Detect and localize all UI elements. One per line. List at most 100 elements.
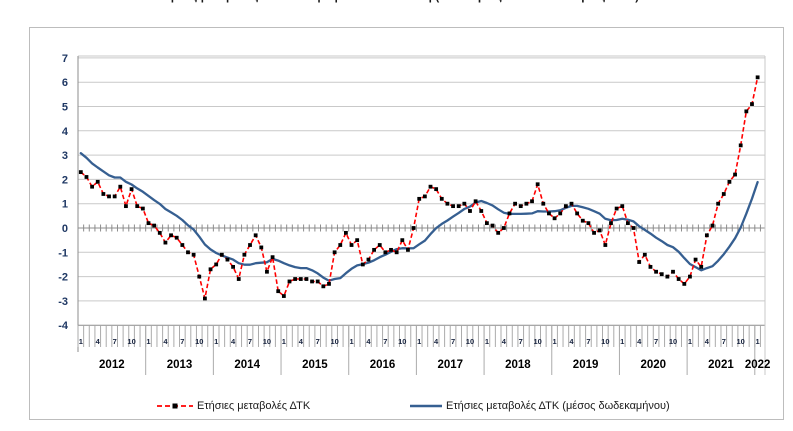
series-annual-marker (462, 201, 467, 206)
series-annual-marker (327, 281, 331, 286)
series-annual-marker (586, 221, 591, 226)
series-annual-marker (400, 238, 405, 243)
x-month-label: 4 (434, 337, 439, 346)
series-annual-marker (552, 216, 557, 221)
series-annual-marker (626, 221, 630, 226)
x-month-label: 4 (637, 337, 642, 346)
series-annual-marker (124, 204, 128, 209)
series-annual-marker (648, 264, 653, 269)
series-avg12-line (79, 152, 759, 282)
series-annual-marker (214, 262, 219, 267)
x-month-label: 1 (417, 337, 421, 346)
series-annual-marker (693, 257, 698, 262)
series-annual-marker (496, 230, 501, 235)
series-annual-marker (417, 196, 422, 201)
series-annual-marker (332, 250, 337, 255)
series-annual-marker (434, 187, 439, 192)
series-annual-marker (146, 221, 151, 226)
series-annual-marker (716, 201, 721, 206)
x-month-label: 10 (533, 337, 541, 346)
series-annual-marker (501, 226, 506, 230)
x-month-label: 10 (330, 337, 338, 346)
y-tick-label: -2 (58, 272, 68, 284)
series-annual-marker (507, 211, 512, 216)
series-annual-marker (456, 204, 461, 209)
series-annual-marker (344, 230, 348, 235)
series-annual-marker (107, 194, 111, 199)
y-tick-label: -3 (58, 296, 68, 308)
series-annual-marker (631, 226, 636, 230)
x-year-label: 2015 (302, 359, 328, 371)
y-tick-label: 4 (62, 126, 69, 138)
x-year-label: 2018 (505, 359, 531, 371)
x-month-label: 7 (586, 337, 590, 346)
legend-swatch-solid-blue (410, 404, 442, 408)
series-annual-marker (129, 187, 134, 192)
series-annual-marker (609, 221, 613, 226)
series-annual-marker (592, 230, 596, 235)
x-year-label: 2019 (573, 359, 599, 371)
x-month-label: 1 (349, 337, 353, 346)
series-annual-marker (84, 175, 89, 179)
x-year-label: 2020 (640, 359, 666, 371)
series-annual-marker (203, 296, 207, 301)
y-tick-label: 0 (62, 223, 68, 235)
series-annual-marker (90, 184, 94, 189)
x-year-label: 2014 (234, 359, 260, 371)
y-tick-label: 1 (62, 199, 68, 211)
x-month-label: 10 (737, 337, 745, 346)
x-month-label: 4 (163, 337, 168, 346)
x-year-label: 2013 (167, 359, 193, 371)
series-annual-marker (338, 243, 343, 247)
series-annual-marker (321, 284, 326, 289)
x-month-label: 4 (299, 337, 304, 346)
series-annual-marker (219, 252, 224, 257)
series-annual-marker (157, 230, 162, 235)
series-annual-line (80, 77, 759, 300)
series-annual-marker (518, 204, 523, 209)
series-annual-marker (575, 211, 580, 216)
x-month-label: 7 (248, 337, 252, 346)
x-month-label: 10 (398, 337, 406, 346)
series-annual-marker (547, 211, 551, 216)
y-tick-label: 5 (62, 102, 68, 114)
series-annual-marker (710, 223, 715, 228)
series-annual-marker (315, 279, 320, 284)
x-month-label: 10 (195, 337, 203, 346)
x-month-label: 4 (366, 337, 371, 346)
chart-title: Ετήσιες μεταβολές του Δείκτη Τιμών Καταν… (0, 0, 793, 3)
x-month-label: 7 (451, 337, 455, 346)
legend-swatch-dashed-red (157, 403, 193, 409)
series-annual-marker (541, 201, 546, 206)
x-month-label: 1 (79, 337, 83, 346)
series-annual-marker (389, 247, 393, 252)
series-annual-marker (349, 243, 354, 247)
series-annual-marker (733, 172, 737, 177)
series-annual-marker (535, 182, 540, 187)
y-tick-label: -4 (58, 320, 69, 332)
x-month-label: 4 (569, 337, 574, 346)
x-month-label: 4 (96, 337, 101, 346)
series-annual-marker (445, 201, 450, 206)
x-month-label: 7 (519, 337, 523, 346)
series-annual-marker (479, 209, 484, 213)
series-annual-marker (281, 294, 286, 298)
series-annual-marker (614, 206, 619, 211)
series-annual-marker (738, 143, 743, 148)
series-annual-marker (270, 255, 275, 260)
x-month-label: 4 (502, 337, 507, 346)
x-month-label: 1 (282, 337, 286, 346)
series-annual-marker (180, 243, 185, 247)
series-annual-marker (287, 279, 292, 284)
x-year-label: 2016 (370, 359, 396, 371)
series-annual-marker (377, 243, 382, 247)
series-annual-marker (140, 206, 145, 211)
series-annual-marker (411, 226, 416, 230)
x-month-label: 7 (383, 337, 387, 346)
legend-item-annual: Ετήσιες μεταβολές ΔΤΚ (157, 398, 310, 414)
series-annual-marker (744, 109, 749, 114)
series-annual-marker (383, 250, 388, 255)
series-annual-marker (174, 235, 179, 240)
x-month-label: 7 (113, 337, 117, 346)
y-tick-label: 3 (62, 150, 68, 162)
